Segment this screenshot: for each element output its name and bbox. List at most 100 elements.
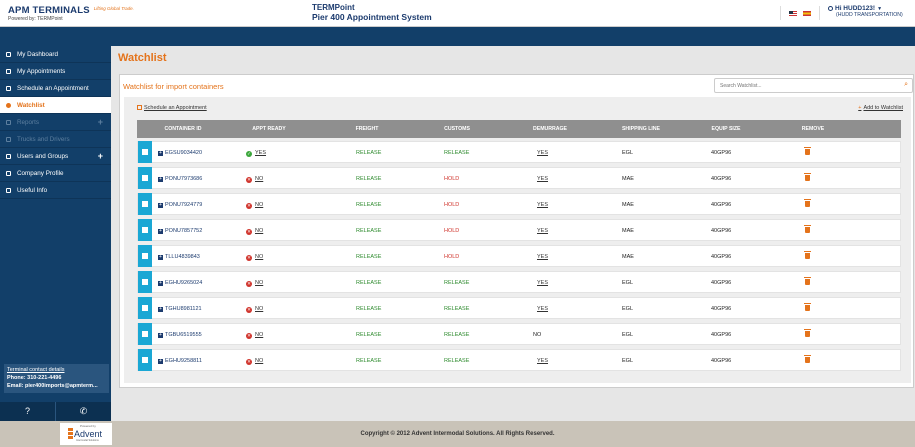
trash-icon[interactable] [804,173,811,181]
appt-ready[interactable]: NO [255,358,264,364]
sidebar-item-label: Reports [17,119,40,126]
brand-logo[interactable]: APM TERMINALS Lifting Global Trade. Powe… [8,5,134,22]
column-header[interactable]: CUSTOMS [444,126,470,132]
add-to-watchlist-link[interactable]: + Add to Watchlist [858,105,903,111]
phone-icon[interactable]: ✆ [79,406,88,416]
table-row[interactable]: + PONU7973686 ✕ NO RELEASE HOLD YES MAE 40GP96 [137,167,901,189]
truck-icon [6,137,11,142]
row-checkbox[interactable] [142,201,148,207]
column-header[interactable]: APPT READY [252,126,286,132]
column-header[interactable]: REMOVE [801,126,825,132]
table-row[interactable]: + TGBU6519555 ✕ NO RELEASE RELEASE NO EGL 40GP96 [137,323,901,345]
trash-icon[interactable] [804,355,811,363]
appt-ready[interactable]: YES [255,150,267,156]
sidebar-item-appointments[interactable]: My Appointments [0,63,111,80]
row-checkbox[interactable] [142,227,148,233]
trash-icon[interactable] [804,303,811,311]
appt-ready[interactable]: NO [255,202,264,208]
sidebar-item-watchlist[interactable]: Watchlist [0,97,111,114]
table-row[interactable]: + TLLU4839843 ✕ NO RELEASE HOLD YES MAE 40GP96 [137,245,901,267]
appt-ready[interactable]: NO [255,306,264,312]
container-id[interactable]: EGHU9265024 [165,280,203,286]
demurrage-status[interactable]: YES [537,306,549,312]
column-header[interactable]: EQUIP SIZE [711,126,741,132]
expand-icon[interactable]: + [158,332,163,338]
expand-icon[interactable]: + [158,306,163,312]
container-id[interactable]: PONU7857752 [165,228,203,234]
container-id[interactable]: PONU7973686 [165,176,203,182]
sidebar-item-schedule[interactable]: Schedule an Appointment [0,80,111,97]
trash-icon[interactable] [804,251,811,259]
demurrage-status[interactable]: YES [537,228,549,234]
table-row[interactable]: + TGHU8981121 ✕ NO RELEASE RELEASE YES EGL 40GP9… [137,297,901,319]
row-checkbox[interactable] [142,279,148,285]
row-checkbox[interactable] [142,175,148,181]
table-row[interactable]: + EGHU9258811 ✕ NO RELEASE RELEASE YES EGL 40GP9… [137,349,901,371]
container-id[interactable]: TGHU8981121 [165,306,202,312]
schedule-appointment-link[interactable]: Schedule an Appointment [137,105,207,111]
demurrage-status[interactable]: YES [537,254,549,260]
sidebar-item-reports[interactable]: Reports + [0,114,111,131]
trash-icon[interactable] [804,329,811,337]
contact-email[interactable]: Email: pier400imports@apmterm... [7,383,98,389]
trash-icon[interactable] [804,225,811,233]
table-row[interactable]: + EGHU9265024 ✕ NO RELEASE RELEASE YES EGL 40GP9… [137,271,901,293]
appt-ready[interactable]: NO [255,228,264,234]
expand-icon[interactable]: + [158,280,163,286]
es-flag-icon[interactable] [803,10,811,16]
demurrage-status[interactable]: YES [537,358,549,364]
sidebar-item-company[interactable]: Company Profile [0,165,111,182]
table-header: CONTAINER ID APPT READY FREIGHT CUSTOMS … [137,120,901,138]
row-checkbox[interactable] [142,149,148,155]
search-input[interactable] [715,79,895,92]
appt-ready[interactable]: NO [255,332,264,338]
trash-icon[interactable] [804,199,811,207]
row-checkbox[interactable] [142,305,148,311]
expand-icon[interactable]: + [158,228,163,234]
column-header[interactable]: SHIPPING LINE [621,126,661,132]
demurrage-status[interactable]: YES [537,176,549,182]
row-checkbox[interactable] [142,357,148,363]
row-checkbox[interactable] [142,331,148,337]
container-id[interactable]: PONU7924779 [165,202,203,208]
appt-ready[interactable]: NO [255,254,264,260]
shipping-line: MAE [622,176,634,182]
user-menu[interactable]: Hi HUDD123! ▼ (HUDD TRANSPORTATION) [828,5,903,18]
expand-icon[interactable]: + [158,202,163,208]
sidebar: My Dashboard My Appointments Schedule an… [0,46,111,421]
container-id[interactable]: TGBU6519555 [165,332,202,338]
shipping-line: MAE [622,228,634,234]
expand-icon[interactable]: + [158,176,163,182]
row-checkbox[interactable] [142,253,148,259]
column-header[interactable]: CONTAINER ID [164,126,202,132]
sidebar-item-users[interactable]: Users and Groups + [0,148,111,165]
us-flag-icon[interactable] [789,10,797,16]
container-id[interactable]: EGSU9034420 [165,150,202,156]
search-icon[interactable]: ⌕ [904,81,908,88]
container-id[interactable]: TLLU4839843 [165,254,200,260]
trash-icon[interactable] [804,277,811,285]
column-header[interactable]: FREIGHT [355,126,379,132]
demurrage-status[interactable]: YES [537,280,549,286]
container-id[interactable]: EGHU9258811 [165,358,202,364]
table-row[interactable]: + PONU7857752 ✕ NO RELEASE HOLD YES MAE 40GP96 [137,219,901,241]
page-title: Watchlist [118,52,167,64]
expand-icon[interactable]: + [158,358,163,364]
trash-icon[interactable] [804,147,811,155]
demurrage-status[interactable]: YES [537,150,549,156]
column-header[interactable]: DEMURRAGE [532,126,568,132]
sidebar-item-info[interactable]: Useful Info [0,182,111,199]
expand-icon[interactable]: + [158,254,163,260]
sidebar-item-dashboard[interactable]: My Dashboard [0,46,111,63]
table-row[interactable]: + EGSU9034420 ✓ YES RELEASE RELEASE YES EGL 40GP… [137,141,901,163]
expand-icon[interactable]: + [158,150,163,156]
contact-details-link[interactable]: Terminal contact details [7,367,65,373]
table-row[interactable]: + PONU7924779 ✕ NO RELEASE HOLD YES MAE 40GP96 [137,193,901,215]
help-icon[interactable]: ? [0,402,56,421]
shipping-line: MAE [622,254,634,260]
sidebar-item-trucks[interactable]: Trucks and Drivers [0,131,111,148]
appt-ready[interactable]: NO [255,280,264,286]
demurrage-status[interactable]: YES [537,202,549,208]
appt-ready[interactable]: NO [255,176,264,182]
equip-size: 40GP96 [711,202,732,208]
